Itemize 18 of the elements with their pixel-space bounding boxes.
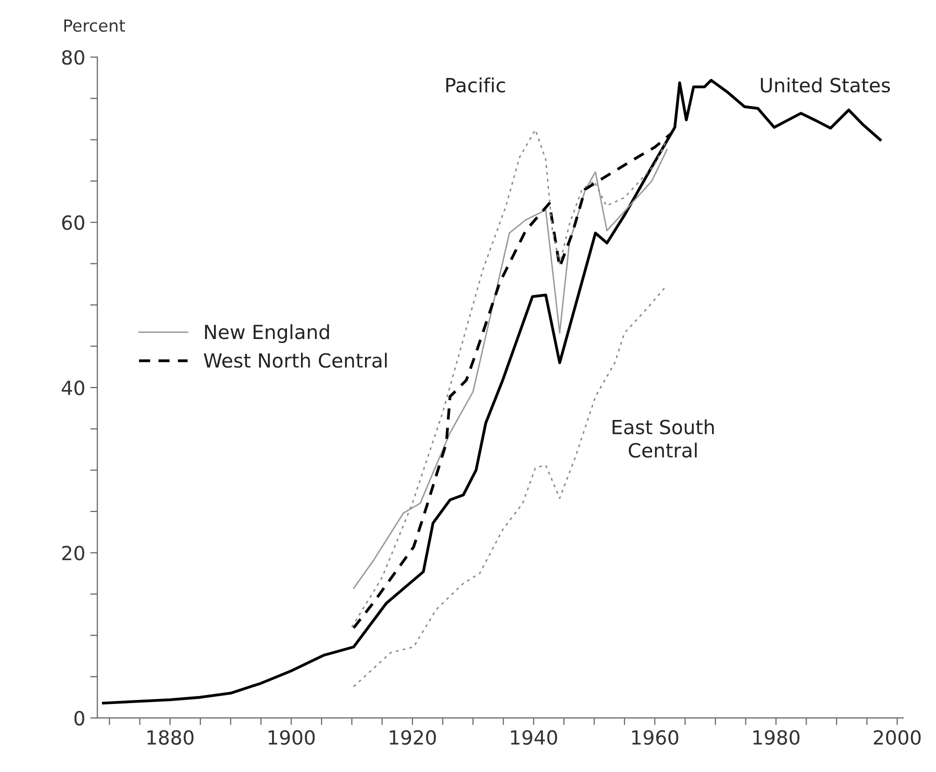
annotation: East South Central <box>612 419 714 458</box>
y-tick-label: 20 <box>62 546 84 560</box>
x-tick-label: 1920 <box>390 730 436 745</box>
y-tick-label: 0 <box>74 710 84 726</box>
y-tick-label: 80 <box>62 50 84 65</box>
x-tick-label: 1960 <box>632 730 678 745</box>
x-tick-label: 1940 <box>511 730 558 745</box>
x-tick-label: 2000 <box>874 730 921 745</box>
annotation: Pacific <box>446 77 506 93</box>
annotation: United States <box>760 77 890 93</box>
legend-label: West North Central <box>204 352 387 368</box>
legend-label: New England <box>205 324 329 344</box>
y-tick-label: 60 <box>62 215 84 230</box>
x-tick-label: 1900 <box>268 730 315 745</box>
y-axis-title: Percent <box>64 19 126 32</box>
y-tick-label: 40 <box>62 380 84 396</box>
x-tick-label: 1880 <box>147 730 194 745</box>
x-tick-label: 1980 <box>753 730 800 745</box>
